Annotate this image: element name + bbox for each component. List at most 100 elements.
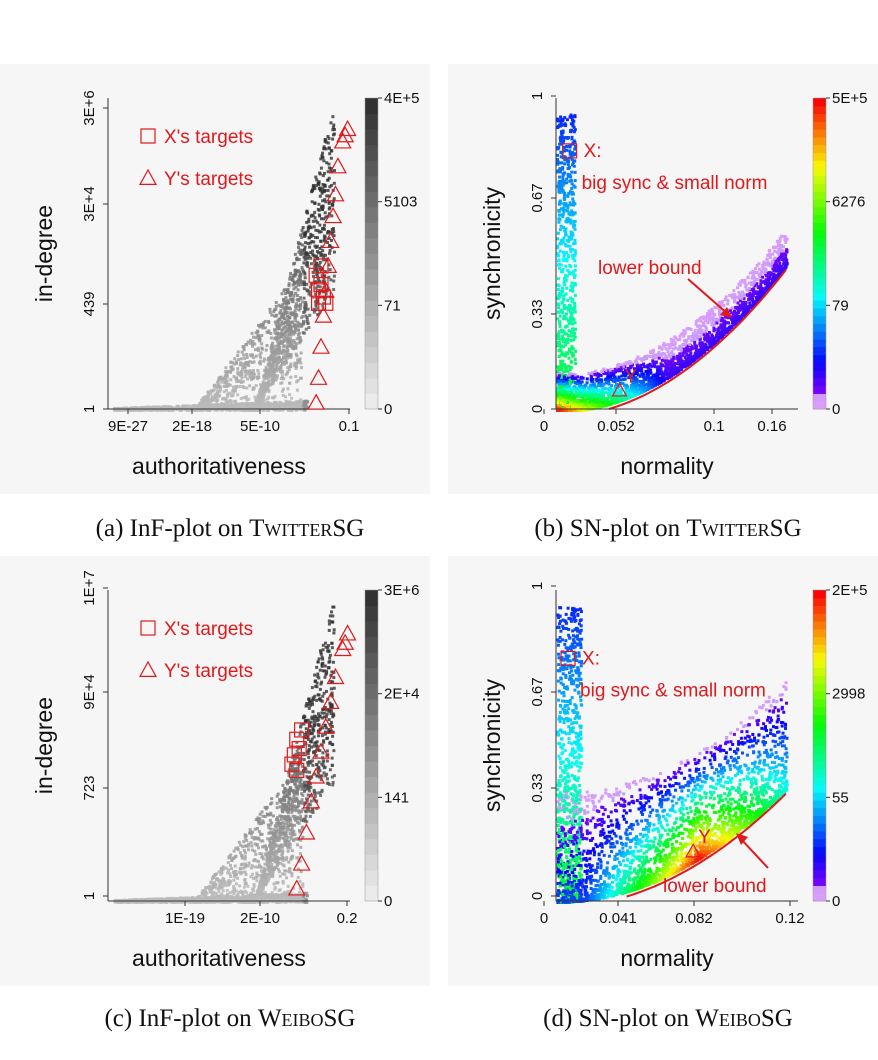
panel-a-density-cell	[230, 368, 234, 372]
panel-a-density-cell	[300, 228, 304, 232]
panel-a-density-cell	[286, 299, 290, 303]
panel-a-density-cell	[285, 337, 289, 341]
panel-b-density-cell	[599, 389, 603, 393]
panel-b-density-cell	[557, 190, 561, 194]
panel-b-density-cell	[693, 343, 697, 347]
panel-a-density-cell	[331, 227, 335, 231]
panel-a-density-cell	[257, 372, 261, 376]
panel-b-density-cell	[558, 119, 562, 123]
panel-a-density-cell	[281, 393, 285, 397]
panel-b-density-cell	[752, 290, 756, 294]
panel-b-density-cell	[773, 256, 777, 260]
panel-b-density-cell	[768, 252, 772, 256]
panel-b-density-cell	[736, 305, 740, 309]
panel-a-density-cell	[245, 377, 249, 381]
panel-a-density-cell	[219, 386, 223, 390]
panel-a-density-cell	[269, 403, 273, 407]
panel-a-density-cell	[309, 256, 313, 260]
panel-b-density-cell	[574, 144, 578, 148]
panel-b-density-cell	[556, 169, 560, 173]
panel-a-density-cell	[254, 331, 258, 335]
panel-a-density-cell	[229, 360, 233, 364]
panel-b-density-cell	[569, 234, 573, 238]
panel-a-density-cell	[265, 330, 269, 334]
panel-a-density-cell	[298, 296, 302, 300]
panel-b-density-cell	[561, 129, 565, 133]
panel-a-density-cell	[201, 405, 205, 409]
panel-b-density-cell	[561, 215, 565, 219]
panel-b-density-cell	[556, 277, 560, 281]
panel-b-density-cell	[561, 250, 565, 254]
panel-a-density-cell	[220, 380, 224, 384]
panel-b-density-cell	[569, 360, 573, 364]
panel-a-density-cell	[284, 306, 288, 310]
panel-b-density-cell	[685, 338, 689, 342]
panel-b-density-cell	[751, 300, 755, 304]
panel-b-density-cell	[557, 183, 561, 187]
panel-b-density-cell	[623, 377, 627, 381]
panel-a-density-cell	[313, 216, 317, 220]
panel-a-density-cell	[279, 377, 283, 381]
panel-a-density-cell	[272, 406, 276, 410]
panel-a-density-cell	[248, 369, 252, 373]
panel-b-density-cell	[569, 313, 573, 317]
panel-b-density-cell	[557, 306, 561, 310]
panel-a-density-cell	[239, 381, 243, 385]
panel-b-density-cell	[573, 293, 577, 297]
panel-a-x-axis-label: authoritativeness	[132, 453, 306, 479]
panel-b-density-cell	[562, 202, 566, 206]
panel-b-density-cell	[562, 236, 566, 240]
panel-b-density-cell	[715, 334, 719, 338]
panel-a-colorbar-cell	[365, 269, 378, 286]
panel-a-density-cell	[293, 316, 297, 320]
panel-a-density-cell	[254, 336, 258, 340]
panel-b-density-cell	[566, 172, 570, 176]
panel-a-density-cell	[223, 373, 227, 377]
panel-a-density-cell	[280, 389, 284, 393]
panel-b-density-cell	[586, 391, 590, 395]
panel-a-density-cell	[282, 316, 286, 320]
panel-a-density-cell	[317, 263, 321, 267]
panel-a-density-cell	[280, 361, 284, 365]
panel-b-density-cell	[766, 253, 770, 257]
panel-a-density-cell	[284, 350, 288, 354]
panel-b-density-cell	[744, 285, 748, 289]
panel-b-density-cell	[778, 239, 782, 243]
panel-a-density-cell	[267, 395, 271, 399]
panel-a-density-cell	[234, 408, 238, 412]
panel-a-density-cell	[248, 338, 252, 342]
panel-a-density-cell	[297, 304, 301, 308]
panel-b-density-cell	[753, 284, 757, 288]
panel-a-density-cell	[305, 315, 309, 319]
panel-b-density-cell	[570, 157, 574, 161]
panel-b-density-cell	[582, 402, 586, 406]
panel-a-density-cell	[245, 398, 249, 402]
panel-b-density-cell	[557, 330, 561, 334]
panel-b-density-cell	[556, 332, 560, 336]
panel-b-density-cell	[562, 258, 566, 262]
panel-b-density-cell	[720, 316, 724, 320]
panel-b-density-cell	[562, 180, 566, 184]
panel-b-density-cell	[737, 290, 741, 294]
panel-b-density-cell	[729, 294, 733, 298]
panel-a-density-cell	[288, 402, 292, 406]
panel-b-density-cell	[712, 336, 716, 340]
panel-b-density-cell	[620, 388, 624, 392]
panel-b-density-cell	[559, 337, 563, 341]
panel-a-density-cell	[283, 309, 287, 313]
panel-b-density-cell	[753, 276, 757, 280]
panel-a-density-cell	[306, 262, 310, 266]
panel-b-density-cell	[566, 305, 570, 309]
panel-a-density-cell	[306, 307, 310, 311]
panel-a-density-cell	[207, 391, 211, 395]
panel-a-density-cell	[261, 326, 265, 330]
panel-a-density-cell	[329, 149, 333, 153]
panel-b-density-cell	[771, 263, 775, 267]
panel-b-density-cell	[656, 376, 660, 380]
panel-a-density-cell	[292, 332, 296, 336]
panel-b-density-cell	[779, 254, 783, 258]
panel-a-density-cell	[322, 145, 326, 149]
panel-a-density-cell	[304, 405, 308, 409]
panel-b-density-cell	[610, 370, 614, 374]
panel-b-density-cell	[571, 284, 575, 288]
